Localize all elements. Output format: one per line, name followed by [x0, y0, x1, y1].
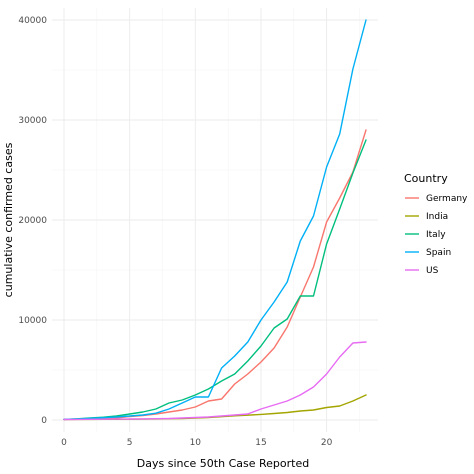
legend-label-india: India [426, 212, 448, 222]
x-tick-label: 5 [127, 438, 133, 448]
series-line-us [63, 341, 367, 421]
x-axis-title: Days since 50th Case Reported [137, 457, 309, 470]
y-tick-label: 40000 [18, 16, 47, 26]
y-tick-label: 20000 [18, 216, 47, 226]
legend-title: Country [404, 172, 448, 185]
legend-label-italy: Italy [426, 230, 446, 240]
series-line-spain [63, 19, 367, 420]
x-tick-label: 10 [190, 438, 202, 448]
x-tick-label: 0 [61, 438, 67, 448]
grid-layer [52, 8, 378, 432]
series-line-germany [63, 129, 367, 421]
y-tick-label: 30000 [18, 116, 47, 126]
series-line-italy [63, 139, 367, 421]
y-tick-labels: 0 10000 20000 30000 40000 [18, 16, 47, 426]
legend-label-spain: Spain [426, 248, 451, 258]
series-layer [63, 19, 367, 421]
x-tick-labels: 0 5 10 15 20 [61, 438, 332, 448]
x-tick-label: 20 [321, 438, 333, 448]
y-tick-label: 0 [41, 416, 47, 426]
x-tick-label: 15 [255, 438, 266, 448]
y-axis-title: cumulative confirmed cases [2, 142, 15, 297]
legend: Country Germany India Italy Spain US [404, 172, 468, 276]
legend-label-germany: Germany [426, 194, 468, 204]
legend-label-us: US [426, 266, 439, 276]
y-tick-label: 10000 [18, 316, 47, 326]
